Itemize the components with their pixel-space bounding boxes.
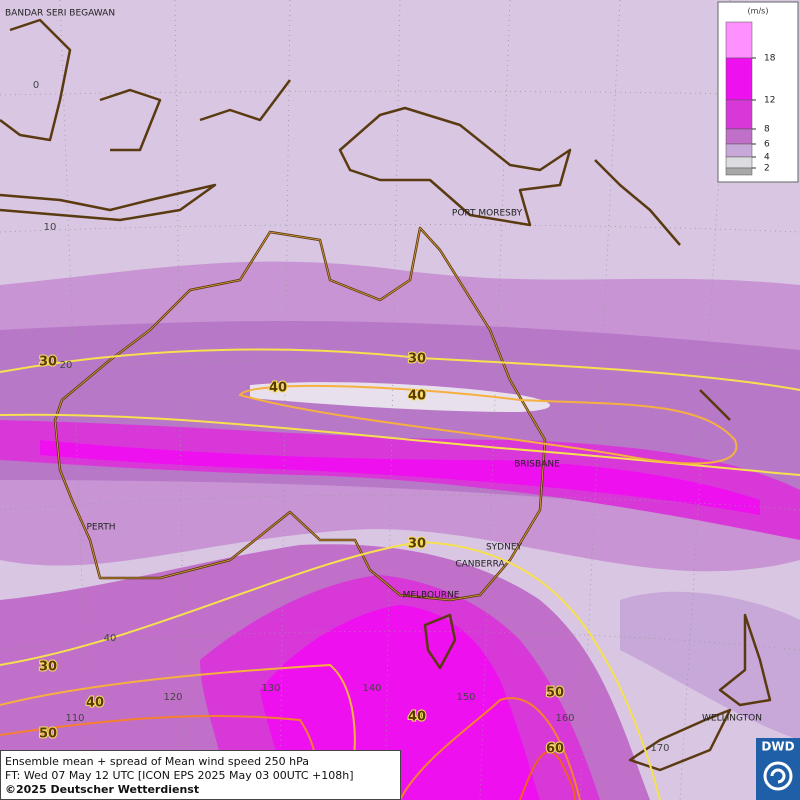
legend-swatch bbox=[725, 21, 753, 59]
legend-tick-label: 6 bbox=[764, 140, 770, 150]
graticule-line bbox=[279, 0, 291, 800]
contour-label: 40 bbox=[408, 710, 426, 725]
logo-swirl bbox=[770, 768, 786, 784]
graticule-line bbox=[174, 0, 186, 800]
graticule-label: 150 bbox=[456, 692, 475, 703]
contours bbox=[0, 348, 800, 800]
contour-40 bbox=[238, 384, 738, 465]
australia-edge bbox=[54, 227, 546, 601]
field-12 bbox=[0, 420, 800, 540]
contour-60 bbox=[519, 751, 576, 800]
contour-label: 30 bbox=[408, 352, 426, 367]
contour-30 bbox=[0, 413, 800, 476]
legend-swatch bbox=[725, 99, 753, 130]
graticule-line bbox=[679, 0, 731, 800]
city-label: WELLINGTON bbox=[702, 714, 762, 724]
graticule-label: 0 bbox=[33, 80, 39, 91]
islands-east bbox=[594, 159, 731, 421]
contour-40 bbox=[0, 663, 356, 800]
graticule-label: 170 bbox=[650, 743, 669, 754]
graticule-label: 140 bbox=[362, 683, 381, 694]
caption: Ensemble mean + spread of Mean wind spee… bbox=[0, 750, 401, 800]
graticule-label: 130 bbox=[261, 683, 280, 694]
contour-50 bbox=[399, 697, 581, 800]
graticule-line bbox=[0, 494, 800, 511]
legend-tick-label: 18 bbox=[764, 54, 776, 64]
contour-label: 40 bbox=[408, 389, 426, 404]
logo: DWD bbox=[756, 738, 800, 800]
contour-label: 30 bbox=[39, 355, 57, 370]
legend-items: 18 12 8 6 42 bbox=[725, 21, 776, 176]
graticule-label: 120 bbox=[163, 692, 182, 703]
city-label: CANBERRA bbox=[455, 560, 505, 570]
caption-line: ©2025 Deutscher Wetterdienst bbox=[5, 783, 199, 796]
contour-label: 60 bbox=[546, 742, 564, 757]
labels: BANDAR SERI BEGAWAN PORT MORESBY BRISBANE P… bbox=[5, 9, 762, 758]
graticule-line bbox=[579, 0, 621, 800]
contour-30 bbox=[0, 348, 800, 391]
legend-swatch bbox=[725, 128, 753, 145]
graticule-line bbox=[59, 0, 91, 800]
contour-label: 30 bbox=[408, 537, 426, 552]
legend-tick-label: 8 bbox=[764, 125, 770, 135]
city-label: MELBOURNE bbox=[403, 591, 460, 601]
coastlines bbox=[0, 18, 772, 772]
graticule-line bbox=[479, 0, 511, 800]
legend-swatch bbox=[725, 156, 753, 169]
legend-tick-label: 4 bbox=[764, 153, 770, 163]
city-label: PORT MORESBY bbox=[452, 209, 523, 219]
logo-text: DWD bbox=[761, 740, 794, 754]
legend-swatch bbox=[725, 57, 753, 101]
field-18 bbox=[40, 440, 760, 515]
contour-30 bbox=[0, 540, 661, 800]
contour-label: 30 bbox=[39, 660, 57, 675]
city-label: PERTH bbox=[87, 523, 116, 533]
contour-label: 50 bbox=[39, 727, 57, 742]
graticule-line bbox=[0, 358, 800, 371]
caption-box bbox=[0, 750, 401, 800]
legend-unit: (m/s) bbox=[748, 7, 769, 16]
caption-line: FT: Wed 07 May 12 UTC [ICON EPS 2025 May… bbox=[5, 769, 354, 782]
contour-label: 50 bbox=[546, 686, 564, 701]
graticule-line bbox=[384, 0, 401, 800]
graticule-label: 40 bbox=[104, 633, 117, 644]
graticule-label: 10 bbox=[44, 222, 57, 233]
legend-tick-label: 12 bbox=[764, 96, 775, 106]
graticule-line bbox=[0, 90, 800, 96]
caption-line: Ensemble mean + spread of Mean wind spee… bbox=[5, 755, 309, 768]
graticule-line bbox=[0, 630, 800, 651]
city-label: BRISBANE bbox=[514, 460, 560, 470]
city-label: SYDNEY bbox=[486, 543, 523, 553]
tasmania bbox=[423, 613, 457, 670]
graticule-line bbox=[0, 224, 800, 233]
field-low bbox=[250, 382, 550, 412]
logo-swirl bbox=[763, 761, 793, 791]
legend-tick-label: 2 bbox=[764, 164, 770, 174]
contour-label: 40 bbox=[86, 696, 104, 711]
new-guinea bbox=[338, 106, 572, 227]
contour-label: 40 bbox=[269, 381, 287, 396]
graticule-label: 110 bbox=[65, 713, 84, 724]
legend-swatch bbox=[725, 143, 753, 158]
city-label: BANDAR SERI BEGAWAN bbox=[5, 9, 115, 19]
legend: (m/s) 18 12 8 6 42 bbox=[717, 1, 799, 183]
graticule-label: 160 bbox=[555, 713, 574, 724]
islands bbox=[0, 18, 291, 222]
graticule-label: 20 bbox=[60, 360, 73, 371]
legend-swatch bbox=[725, 167, 753, 176]
new-zealand bbox=[628, 613, 772, 772]
